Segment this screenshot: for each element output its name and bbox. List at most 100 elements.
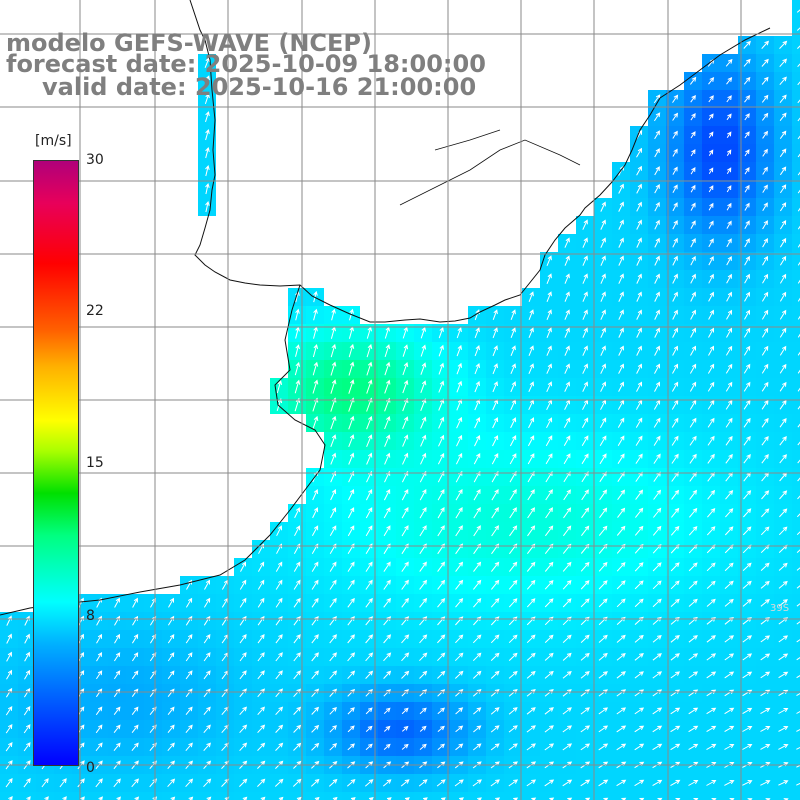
- wind-arrow: [78, 597, 84, 608]
- wind-arrow: [563, 489, 571, 501]
- wind-arrow: [762, 238, 768, 248]
- wind-arrow: [762, 148, 768, 157]
- wind-arrow: [744, 149, 750, 157]
- wind-arrow: [546, 417, 553, 429]
- wind-arrow: [726, 273, 732, 284]
- wind-arrow: [652, 671, 663, 679]
- wind-arrow: [6, 651, 12, 662]
- wind-arrow: [598, 561, 608, 572]
- wind-cell: [792, 720, 800, 738]
- wind-arrow: [743, 345, 751, 356]
- wind-cell: [0, 792, 18, 800]
- wind-arrow: [761, 508, 770, 518]
- wind-cell: [792, 234, 800, 252]
- wind-arrow: [311, 525, 319, 537]
- wind-arrow: [562, 725, 573, 733]
- wind-arrow: [330, 507, 337, 519]
- wind-arrow: [675, 798, 681, 800]
- colorbar-tick-15: 15: [86, 455, 104, 471]
- wind-arrow: [203, 634, 211, 644]
- wind-arrow: [41, 778, 49, 788]
- wind-arrow: [690, 309, 696, 320]
- wind-arrow: [347, 652, 356, 662]
- wind-arrow: [275, 706, 284, 716]
- wind-arrow: [600, 255, 606, 266]
- wind-arrow: [436, 779, 446, 787]
- wind-arrow: [671, 381, 679, 392]
- wind-arrow: [742, 671, 753, 679]
- wind-arrow: [580, 671, 590, 679]
- wind-arrow: [762, 220, 768, 230]
- wind-arrow: [526, 743, 536, 751]
- wind-arrow: [743, 363, 751, 374]
- wind-arrow: [797, 63, 800, 68]
- wind-arrow: [420, 344, 427, 357]
- wind-arrow: [636, 255, 642, 266]
- wind-arrow: [742, 562, 752, 571]
- wind-arrow: [743, 327, 751, 338]
- wind-arrow: [329, 706, 337, 715]
- wind-arrow: [636, 165, 642, 176]
- wind-arrow: [401, 634, 410, 644]
- wind-arrow: [598, 580, 608, 590]
- wind-arrow: [203, 778, 212, 788]
- wind-arrow: [581, 453, 589, 465]
- wind-arrow: [383, 525, 391, 537]
- wind-arrow: [510, 381, 516, 393]
- wind-arrow: [726, 291, 732, 302]
- wind-arrow: [401, 525, 409, 537]
- wind-arrow: [761, 417, 769, 428]
- wind-arrow: [437, 707, 445, 715]
- wind-arrow: [96, 633, 103, 644]
- wind-arrow: [708, 291, 714, 302]
- wind-cell: [774, 792, 792, 800]
- wind-arrow: [437, 488, 445, 501]
- wind-arrow: [113, 778, 121, 788]
- wind-arrow: [473, 725, 482, 733]
- wind-arrow: [473, 561, 482, 572]
- wind-arrow: [688, 671, 699, 679]
- wind-arrow: [726, 131, 732, 138]
- wind-arrow: [670, 525, 680, 536]
- wind-cell: [792, 288, 800, 306]
- wind-arrow: [779, 166, 787, 176]
- wind-arrow: [402, 452, 409, 465]
- wind-arrow: [77, 670, 85, 680]
- wind-arrow: [419, 489, 427, 501]
- wind-arrow: [293, 670, 301, 680]
- wind-arrow: [77, 706, 85, 716]
- wind-arrow: [348, 488, 355, 501]
- wind-arrow: [742, 689, 753, 697]
- wind-arrow: [491, 489, 499, 501]
- wind-arrow: [563, 435, 571, 447]
- wind-arrow: [330, 489, 337, 501]
- wind-arrow: [796, 693, 800, 697]
- wind-arrow: [726, 185, 732, 193]
- wind-arrow: [185, 670, 193, 680]
- wind-arrow: [366, 415, 373, 430]
- wind-arrow: [724, 725, 735, 733]
- wind-arrow: [690, 94, 696, 103]
- wind-arrow: [726, 238, 732, 248]
- wind-arrow: [671, 435, 679, 446]
- wind-arrow: [473, 525, 481, 537]
- wind-arrow: [239, 706, 247, 716]
- wind-arrow: [760, 689, 771, 697]
- wind-arrow: [670, 653, 680, 661]
- wind-arrow: [747, 798, 753, 800]
- wind-arrow: [688, 780, 699, 786]
- wind-arrow: [257, 579, 265, 590]
- wind-arrow: [724, 580, 734, 589]
- wind-arrow: [401, 579, 409, 590]
- wind-arrow: [510, 363, 516, 375]
- wind-arrow: [365, 579, 373, 590]
- wind-arrow: [654, 184, 660, 194]
- wind-arrow: [671, 417, 679, 428]
- wind-arrow: [383, 725, 391, 732]
- wind-arrow: [598, 725, 609, 733]
- wind-arrow: [239, 652, 247, 662]
- wind-arrow: [779, 490, 788, 500]
- wind-arrow: [23, 778, 31, 788]
- wind-arrow: [742, 707, 753, 715]
- wind-arrow: [329, 597, 337, 608]
